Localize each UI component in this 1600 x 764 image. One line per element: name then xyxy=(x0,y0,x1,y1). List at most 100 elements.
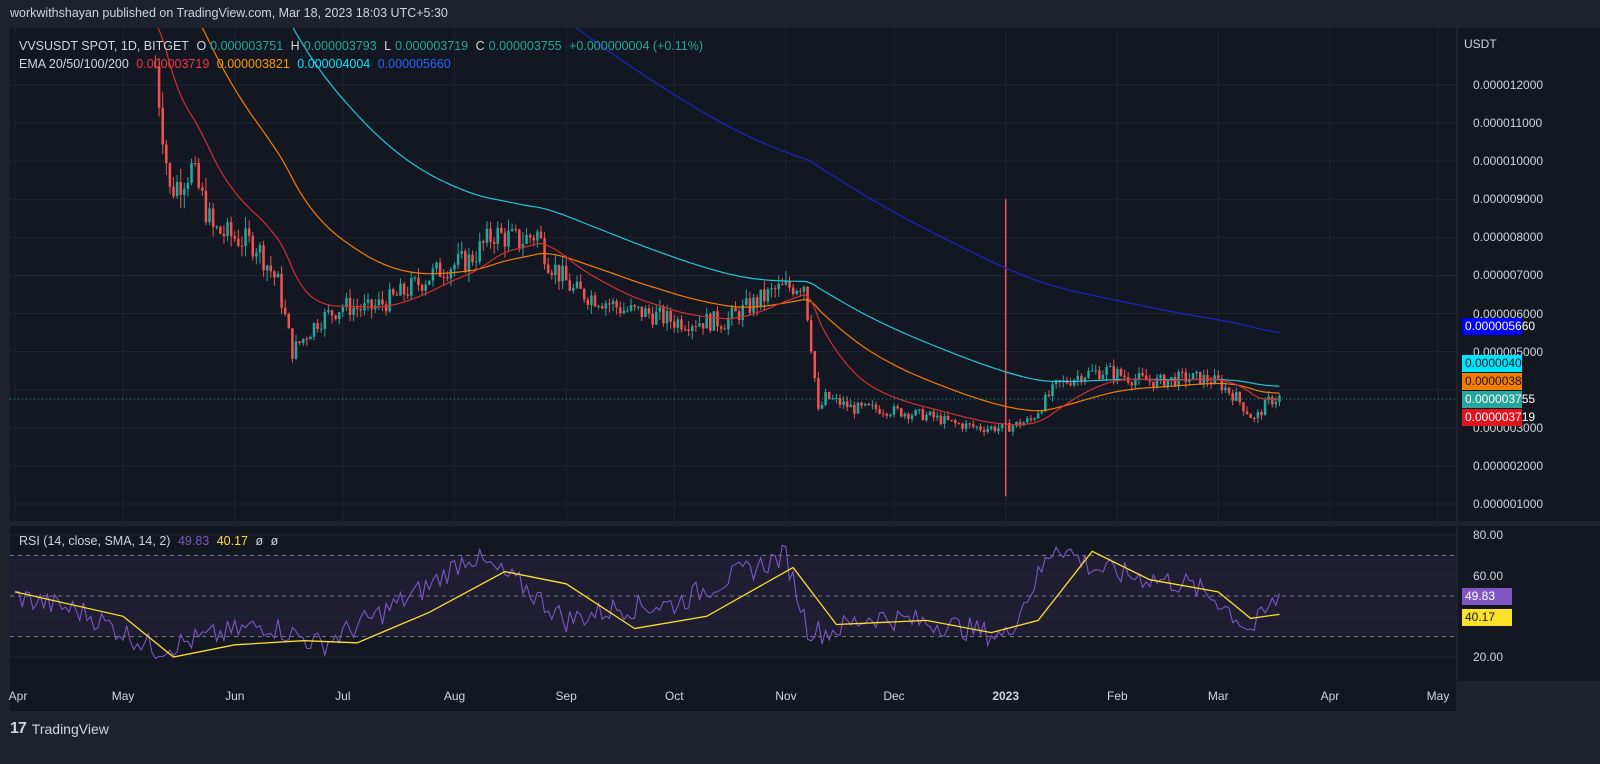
candle-body xyxy=(345,297,348,308)
candle-body xyxy=(867,403,871,406)
open-value: 0.000003751 xyxy=(210,39,284,53)
candle-body xyxy=(892,406,896,415)
tradingview-logo-icon[interactable]: 17 xyxy=(10,720,27,737)
rsi-value: 49.83 xyxy=(177,534,210,548)
candle-body xyxy=(1267,396,1270,401)
candle-body xyxy=(561,265,564,282)
candle-body xyxy=(1253,417,1256,419)
candle-body xyxy=(222,233,226,236)
rsi-label[interactable]: RSI (14, close, SMA, 14, 2) xyxy=(19,534,171,548)
candle-body xyxy=(572,287,575,291)
rsi-pane[interactable]: RSI (14, close, SMA, 14, 2) 49.83 40.17 … xyxy=(10,526,1456,681)
candle-body xyxy=(629,304,633,311)
candle-body xyxy=(237,238,240,246)
candle-body xyxy=(359,308,363,311)
symbol-label[interactable]: VVSUSDT SPOT, 1D, BITGET xyxy=(19,39,189,53)
candle-body xyxy=(730,307,734,318)
candle-body xyxy=(903,413,907,417)
candle-body xyxy=(1278,395,1281,402)
candle-body xyxy=(417,277,420,286)
candle-body xyxy=(269,265,273,272)
candle-body xyxy=(1119,369,1123,376)
candle-body xyxy=(1105,367,1108,375)
candle-body xyxy=(388,289,391,312)
candle-body xyxy=(917,409,921,411)
time-tick-label: Jul xyxy=(335,689,351,703)
candle-body xyxy=(1040,411,1043,414)
candle-body xyxy=(874,404,878,410)
candle-body xyxy=(680,319,683,330)
candle-body xyxy=(1054,380,1058,385)
candle-body xyxy=(428,280,431,285)
candle-body xyxy=(611,301,615,305)
ema-label[interactable]: EMA 20/50/100/200 xyxy=(19,57,129,71)
candle-body xyxy=(752,297,755,313)
footer: 17 TradingView xyxy=(10,720,109,738)
candle-body xyxy=(1148,380,1152,382)
candle-body xyxy=(334,315,337,319)
candle-body xyxy=(1180,371,1184,373)
candle-body xyxy=(939,415,943,425)
candle-body xyxy=(1242,402,1245,412)
rsi-tick-label: 20.00 xyxy=(1473,650,1504,664)
candle-body xyxy=(1155,378,1159,388)
candle-body xyxy=(233,236,237,239)
candle-body xyxy=(831,398,835,400)
candle-body xyxy=(464,251,467,272)
candle-body xyxy=(1234,392,1238,401)
candle-body xyxy=(885,413,889,416)
currency-label: USDT xyxy=(1464,37,1497,51)
candle-body xyxy=(255,252,258,257)
candle-body xyxy=(319,328,323,330)
candle-body xyxy=(298,341,301,344)
ema50-price-label: 0.000003821 xyxy=(1462,373,1535,390)
tradingview-brand[interactable]: TradingView xyxy=(31,721,109,737)
candle-body xyxy=(568,280,572,291)
candle-body xyxy=(431,268,435,281)
candle-body xyxy=(863,403,867,406)
candle-body xyxy=(777,284,780,290)
candle-body xyxy=(871,404,874,406)
candle-body xyxy=(330,310,334,316)
candle-body xyxy=(734,307,737,312)
candle-body xyxy=(633,304,636,307)
time-tick-label: Nov xyxy=(775,689,797,703)
candle-body xyxy=(1015,421,1018,426)
candle-body xyxy=(489,228,492,242)
candle-body xyxy=(745,298,748,305)
candle-body xyxy=(1227,387,1231,394)
ema100-price-label: 0.000004004 xyxy=(1462,355,1535,372)
candle-body xyxy=(820,404,824,409)
candle-body xyxy=(896,406,899,409)
price-axis[interactable]: USDT 0.000012000 0.000011000 0.000010000 0.… xyxy=(1458,28,1600,521)
candle-body xyxy=(265,265,269,271)
candle-body xyxy=(626,310,629,312)
price-tick-label: 0.000006000 xyxy=(1473,306,1544,321)
candle-body xyxy=(168,163,172,187)
candle-body xyxy=(755,297,759,307)
candle-body xyxy=(449,269,453,279)
candle-body xyxy=(327,310,330,312)
candle-body xyxy=(507,230,510,247)
candle-body xyxy=(305,338,309,340)
candle-body xyxy=(467,254,471,272)
candle-body xyxy=(921,409,925,421)
candle-body xyxy=(1098,370,1101,380)
candle-body xyxy=(485,228,489,243)
candle-body xyxy=(276,273,280,278)
candle-body xyxy=(240,245,244,247)
candle-body xyxy=(586,299,590,305)
candle-body xyxy=(709,313,712,331)
candle-body xyxy=(410,278,413,296)
candle-body xyxy=(355,307,359,309)
candle-body xyxy=(337,312,341,319)
ema50-value: 0.000003821 xyxy=(216,57,290,71)
candle-body xyxy=(701,323,705,329)
open-label: O xyxy=(196,39,207,53)
candle-body xyxy=(208,208,211,223)
candle-body xyxy=(964,423,968,429)
candle-body xyxy=(799,290,802,292)
time-axis[interactable]: Apr May Jun Jul Aug Sep Oct Nov Dec 2023 Feb Mar Apr… xyxy=(9,681,1456,711)
